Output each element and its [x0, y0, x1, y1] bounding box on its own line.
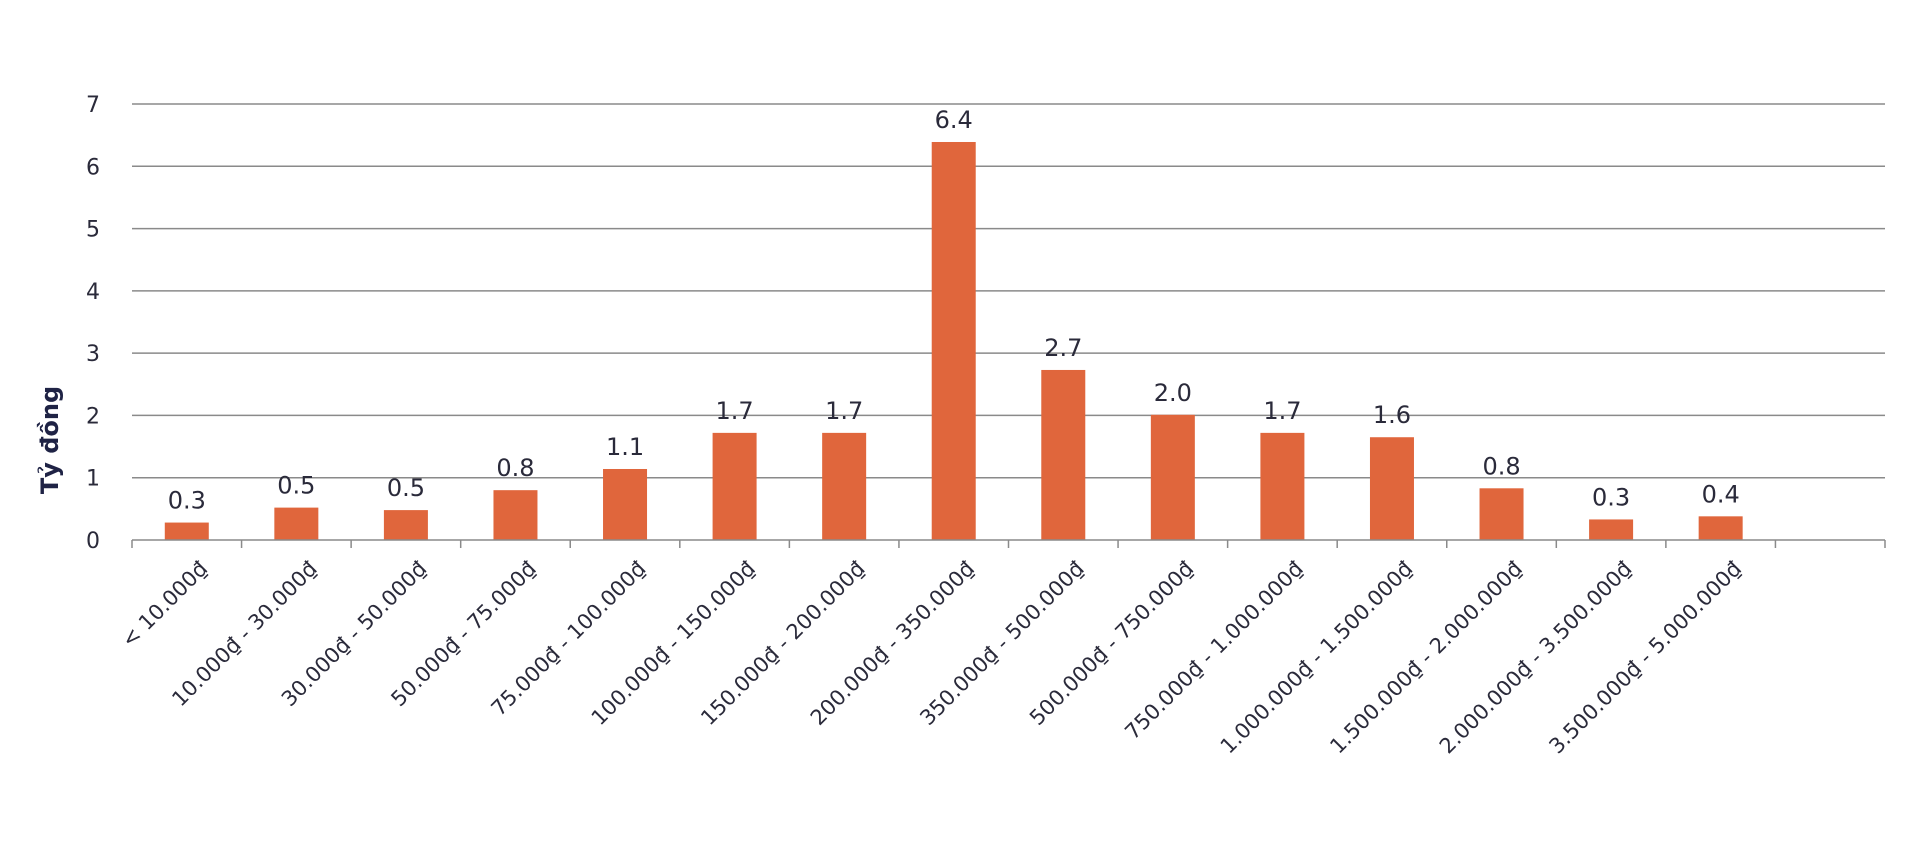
data-label: 1.7	[716, 397, 754, 425]
bar	[274, 507, 319, 540]
data-label: 1.7	[1263, 397, 1301, 425]
bar	[1150, 414, 1195, 540]
bar	[1260, 432, 1305, 540]
x-tick-labels: < 10.000₫10.000₫ - 30.000₫30.000₫ - 50.0…	[117, 557, 1746, 759]
bar	[1369, 437, 1414, 540]
bar	[603, 468, 648, 540]
bars	[164, 141, 1743, 540]
bar	[493, 490, 538, 540]
bar	[1589, 519, 1634, 540]
bar	[931, 141, 976, 540]
bar	[712, 432, 757, 540]
data-label: 6.4	[935, 106, 973, 134]
data-label: 2.7	[1044, 334, 1082, 362]
bar	[1698, 516, 1743, 540]
x-tick-label: 1.500.000₫ - 2.000.000₫	[1325, 557, 1527, 759]
x-tick-label: < 10.000₫	[117, 557, 213, 653]
y-tick-label: 1	[86, 467, 100, 492]
data-label: 0.8	[496, 454, 534, 482]
data-label: 0.5	[387, 474, 425, 502]
y-axis-title: Tỷ đồng	[36, 386, 64, 494]
data-label: 0.4	[1702, 480, 1740, 508]
bar	[1041, 369, 1086, 540]
x-tick-label: 750.000₫ - 1.000.000₫	[1120, 557, 1308, 745]
y-tick-label: 4	[86, 280, 100, 305]
bar	[383, 510, 428, 540]
x-axis	[131, 539, 1886, 548]
bar	[164, 522, 209, 540]
data-label: 1.7	[825, 397, 863, 425]
data-label: 0.3	[168, 487, 206, 515]
bar	[1479, 488, 1524, 540]
y-tick-label: 0	[86, 529, 100, 554]
data-labels: 0.3 0.5 0.5 0.8 1.1 1.7 1.7 6.4 2.7 2.0 1.7 1.6 0.8 0…	[168, 106, 1740, 515]
x-tick-label: 1.000.000₫ - 1.500.000₫	[1216, 557, 1418, 759]
data-label: 0.3	[1592, 483, 1630, 511]
x-tick-label: 2.000.000₫ - 3.500.000₫	[1435, 557, 1637, 759]
data-label: 2.0	[1154, 379, 1192, 407]
data-label: 0.5	[277, 472, 315, 500]
y-tick-label: 7	[86, 93, 100, 118]
gridlines	[132, 103, 1885, 479]
y-tick-label: 3	[86, 342, 100, 367]
data-label: 0.8	[1482, 452, 1520, 480]
y-tick-label: 6	[86, 155, 100, 180]
x-tick-label: 3.500.000₫ - 5.000.000₫	[1544, 557, 1746, 759]
data-label: 1.6	[1373, 401, 1411, 429]
data-label: 1.1	[606, 433, 644, 461]
y-tick-labels: 0 1 2 3 4 5 6 7	[86, 93, 100, 554]
bar	[822, 432, 867, 540]
y-tick-label: 5	[86, 218, 100, 243]
y-tick-label: 2	[86, 404, 100, 429]
